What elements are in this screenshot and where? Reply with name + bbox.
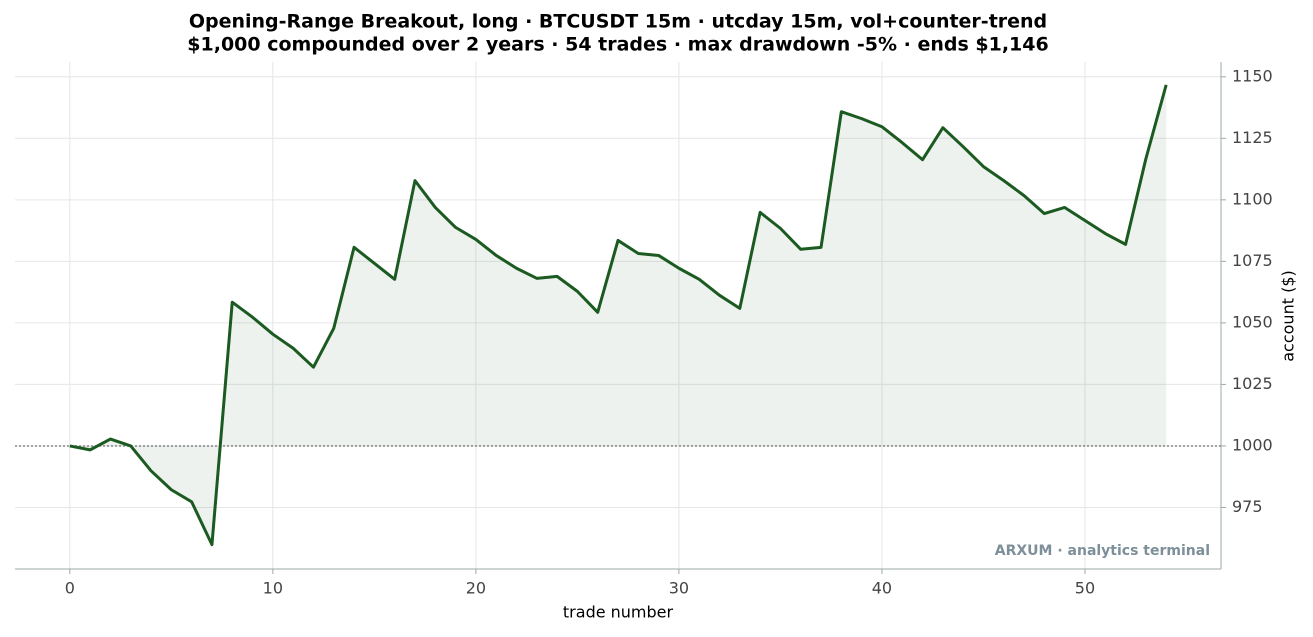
x-tick-label: 0 (65, 579, 75, 598)
y-tick-label: 1050 (1232, 312, 1273, 331)
x-tick-label: 30 (669, 579, 689, 598)
y-tick-label: 975 (1232, 497, 1263, 516)
x-axis-label: trade number (563, 603, 674, 622)
y-tick-label: 1025 (1232, 374, 1273, 393)
x-tick-label: 10 (263, 579, 283, 598)
x-tick-label: 20 (466, 579, 486, 598)
y-tick-label: 1125 (1232, 128, 1273, 147)
area (69, 84, 1167, 545)
line (69, 84, 1168, 547)
y-axis-label: account ($) (1279, 270, 1298, 362)
watermark: ARXUM · analytics terminal (995, 543, 1210, 559)
chart-subtitle: $1,000 compounded over 2 years · 54 trad… (187, 34, 1048, 56)
chart-title: Opening-Range Breakout, long · BTCUSDT 1… (189, 11, 1047, 33)
y-tick-label: 1075 (1232, 251, 1273, 270)
y-tick-label: 1150 (1232, 66, 1273, 85)
y-tick-label: 1100 (1232, 189, 1273, 208)
x-tick-label: 50 (1075, 579, 1095, 598)
y-tick-label: 1000 (1232, 435, 1273, 454)
x-tick-label: 40 (872, 579, 892, 598)
